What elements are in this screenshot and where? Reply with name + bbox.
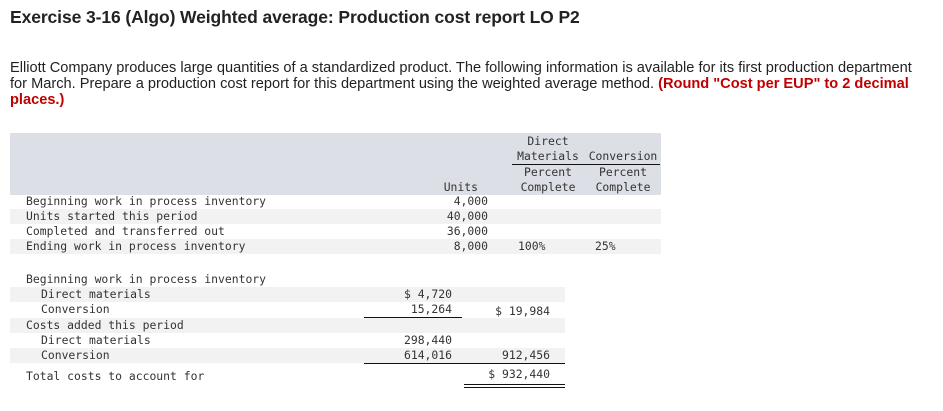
table-row: Ending work in process inventory 8,000 1…	[10, 239, 661, 254]
row-col2: $ 19,984	[495, 304, 550, 318]
rounding-note: (Round "Cost per EUP" to 2 decimal place…	[10, 76, 909, 108]
table-row: Units started this period 40,000	[10, 209, 661, 224]
table-row: Conversion 614,016 912,456	[10, 348, 565, 363]
row-col1: 614,016	[403, 348, 452, 362]
row-label: Ending work in process inventory	[26, 239, 246, 253]
table-row: Beginning work in process inventory	[10, 272, 565, 287]
row-col1: 298,440	[403, 333, 452, 347]
row-dm-percent: 100%	[518, 239, 546, 253]
header-conv-percent: Percent	[598, 165, 647, 179]
row-label: Beginning work in process inventory	[26, 272, 267, 286]
instructions: Elliott Company produces large quantitie…	[10, 60, 930, 108]
header-dm-top: Direct	[527, 134, 569, 148]
row-total: $ 932,440	[488, 367, 550, 381]
header-dm-bottom: Materials	[517, 149, 579, 163]
table-row: Beginning work in process inventory 4,00…	[10, 194, 661, 209]
instructions-text: Elliott Company produces large quantitie…	[10, 60, 912, 92]
subtotal-rule	[364, 317, 462, 318]
total-rule	[364, 363, 565, 364]
row-units: 36,000	[446, 224, 488, 238]
table-row: Costs added this period	[10, 318, 565, 333]
table-row: Total costs to account for $ 932,440	[10, 367, 565, 384]
row-label: Conversion	[41, 302, 110, 316]
row-label: Direct materials	[41, 333, 151, 347]
row-label: Beginning work in process inventory	[26, 194, 267, 208]
table-row: Conversion 15,264 $ 19,984	[10, 302, 565, 318]
row-label: Units started this period	[26, 209, 198, 223]
header-dm-complete: Complete	[520, 180, 576, 194]
header-units: Units	[443, 180, 478, 194]
row-label: Direct materials	[41, 287, 151, 301]
header-dm-percent: Percent	[523, 165, 572, 179]
table-row: Completed and transferred out 36,000	[10, 224, 661, 239]
row-label: Total costs to account for	[26, 369, 205, 383]
row-col2: 912,456	[501, 348, 550, 362]
row-units: 8,000	[453, 239, 488, 253]
header-conv-complete: Complete	[595, 180, 651, 194]
header-rule	[512, 164, 660, 165]
row-units: 4,000	[453, 194, 488, 208]
row-units: 40,000	[446, 209, 488, 223]
table-row: Direct materials 298,440	[10, 333, 565, 348]
row-label: Conversion	[41, 348, 110, 362]
row-label: Costs added this period	[26, 318, 184, 332]
double-rule-bottom	[464, 387, 565, 388]
row-col1: $ 4,720	[403, 287, 452, 301]
exercise-title: Exercise 3-16 (Algo) Weighted average: P…	[10, 7, 580, 27]
header-conversion: Conversion	[588, 149, 658, 163]
row-col1: 15,264	[410, 302, 452, 316]
row-conv-percent: 25%	[595, 239, 616, 253]
table-row: Direct materials $ 4,720	[10, 287, 565, 302]
row-label: Completed and transferred out	[26, 224, 225, 238]
double-rule-top	[464, 384, 565, 385]
